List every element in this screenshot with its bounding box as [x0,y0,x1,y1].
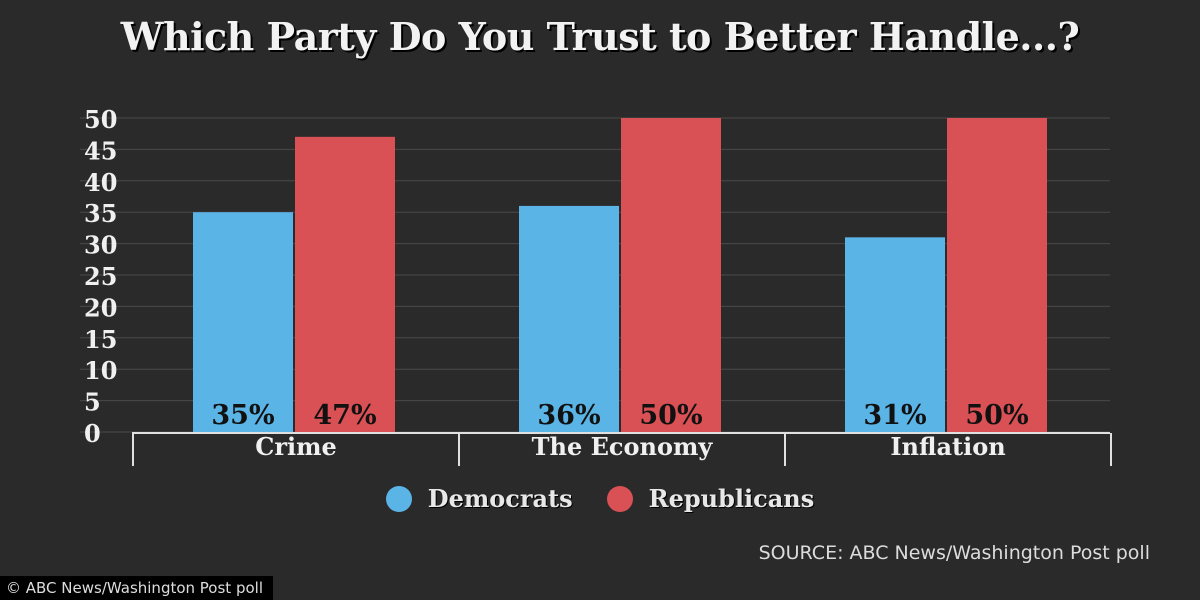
y-tick-label: 40 [84,168,117,197]
y-tick-label: 45 [84,136,117,165]
y-tick-label: 25 [84,262,117,291]
legend-label-democrats: Democrats [427,484,573,513]
legend-item-democrats: Democrats [385,484,573,513]
democrats-swatch [385,485,412,512]
bar-democrats-the-economy [519,205,619,432]
category-label: Crime [255,432,337,461]
legend-item-republicans: Republicans [606,484,815,513]
y-tick-label: 0 [84,419,101,448]
bar-democrats-crime [193,212,293,432]
data-label: 47% [313,400,376,431]
image-credit: © ABC News/Washington Post poll [0,576,273,600]
bar-republicans-the-economy [621,118,721,432]
data-label: 31% [863,400,926,431]
y-tick-label: 30 [84,231,117,260]
category-label: Inflation [890,432,1005,461]
y-tick-label: 20 [84,293,117,322]
bar-republicans-inflation [947,118,1047,432]
y-tick-label: 50 [84,105,117,134]
data-label: 35% [211,400,274,431]
y-tick-label: 15 [84,325,117,354]
data-label: 50% [965,400,1028,431]
bar-republicans-crime [295,136,395,432]
legend-label-republicans: Republicans [648,484,815,513]
legend: Democrats Republicans [0,484,1200,513]
data-label: 50% [639,400,702,431]
y-tick-label: 5 [84,388,101,417]
category-label: The Economy [532,432,714,461]
y-tick-label: 35 [84,199,117,228]
source-note: SOURCE: ABC News/Washington Post poll [758,542,1150,564]
data-label: 36% [537,400,600,431]
bar-democrats-inflation [845,237,945,432]
chart-title: Which Party Do You Trust to Better Handl… [120,14,1080,59]
y-tick-label: 10 [84,356,117,385]
republicans-swatch [606,485,633,512]
